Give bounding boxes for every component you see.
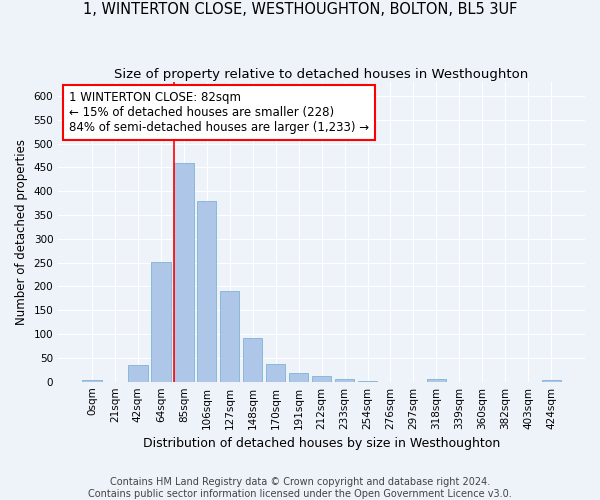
- X-axis label: Distribution of detached houses by size in Westhoughton: Distribution of detached houses by size …: [143, 437, 500, 450]
- Bar: [427, 380, 446, 382]
- Bar: [151, 262, 170, 382]
- Bar: [266, 364, 286, 382]
- Bar: [358, 380, 377, 382]
- Bar: [197, 200, 217, 382]
- Bar: [82, 380, 101, 382]
- Text: Contains HM Land Registry data © Crown copyright and database right 2024.
Contai: Contains HM Land Registry data © Crown c…: [88, 478, 512, 499]
- Bar: [312, 376, 331, 382]
- Bar: [335, 380, 355, 382]
- Bar: [174, 162, 194, 382]
- Bar: [128, 364, 148, 382]
- Text: 1 WINTERTON CLOSE: 82sqm
← 15% of detached houses are smaller (228)
84% of semi-: 1 WINTERTON CLOSE: 82sqm ← 15% of detach…: [69, 90, 369, 134]
- Y-axis label: Number of detached properties: Number of detached properties: [15, 138, 28, 324]
- Bar: [243, 338, 262, 382]
- Bar: [289, 372, 308, 382]
- Text: 1, WINTERTON CLOSE, WESTHOUGHTON, BOLTON, BL5 3UF: 1, WINTERTON CLOSE, WESTHOUGHTON, BOLTON…: [83, 2, 517, 18]
- Title: Size of property relative to detached houses in Westhoughton: Size of property relative to detached ho…: [115, 68, 529, 80]
- Bar: [542, 380, 561, 382]
- Bar: [220, 291, 239, 382]
